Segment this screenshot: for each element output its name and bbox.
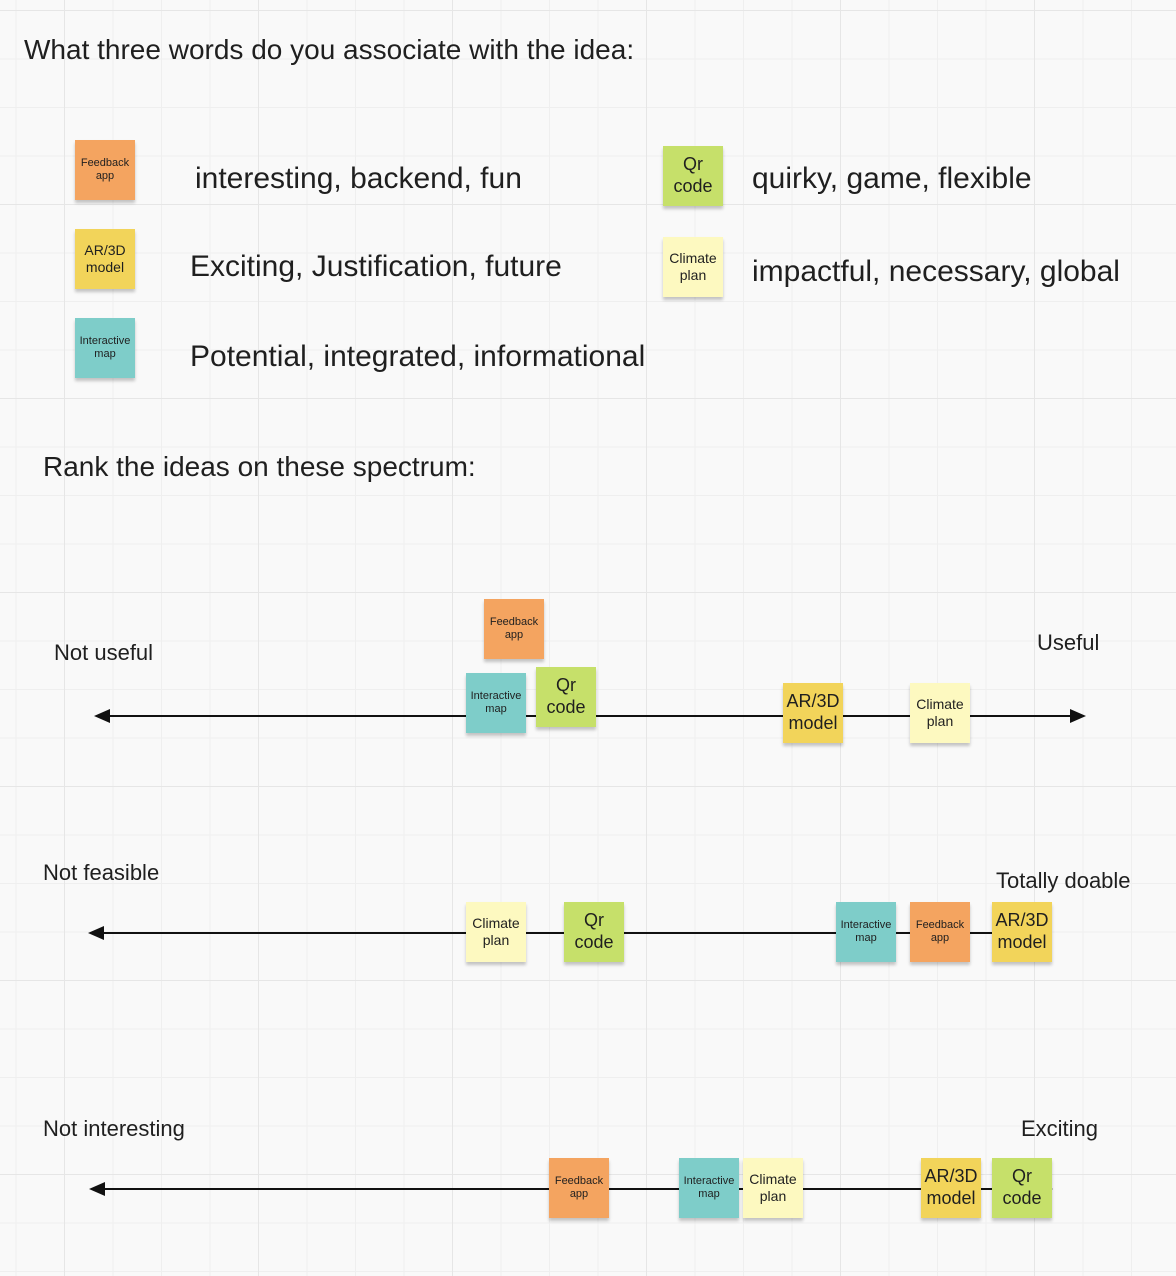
- association-words-climate-plan: impactful, necessary, global: [752, 255, 1120, 288]
- sticky-note-ar-3d-model[interactable]: AR/3D model: [75, 229, 135, 289]
- spectrum-useful-right-label: Useful: [1037, 630, 1100, 655]
- sticky-note-ar-3d-model[interactable]: AR/3D model: [783, 683, 843, 743]
- sticky-note-climate-plan[interactable]: Climate plan: [910, 683, 970, 743]
- association-words-qr-code: quirky, game, flexible: [752, 162, 1032, 195]
- association-words-feedback-app: interesting, backend, fun: [195, 162, 522, 195]
- sticky-note-feedback-app[interactable]: Feedback app: [75, 140, 135, 200]
- sticky-note-qr-code[interactable]: Qr code: [663, 146, 723, 206]
- sticky-note-qr-code[interactable]: Qr code: [992, 1158, 1052, 1218]
- sticky-note-interactive-map[interactable]: Interactive map: [679, 1158, 739, 1218]
- sticky-note-climate-plan[interactable]: Climate plan: [743, 1158, 803, 1218]
- sticky-note-feedback-app[interactable]: Feedback app: [484, 599, 544, 659]
- sticky-note-qr-code[interactable]: Qr code: [536, 667, 596, 727]
- sticky-note-ar-3d-model[interactable]: AR/3D model: [992, 902, 1052, 962]
- spectrum-useful-left-label: Not useful: [54, 640, 154, 665]
- spectrum-feasible-left-label: Not feasible: [43, 860, 160, 885]
- association-heading: What three words do you associate with t…: [24, 34, 635, 65]
- association-words-interactive-map: Potential, integrated, informational: [190, 340, 646, 373]
- spectrum-feasible-right-label: Totally doable: [996, 868, 1131, 893]
- spectrum-interest-right-label: Exciting: [1021, 1116, 1099, 1141]
- sticky-note-feedback-app[interactable]: Feedback app: [910, 902, 970, 962]
- rank-heading: Rank the ideas on these spectrum:: [43, 451, 476, 482]
- sticky-note-climate-plan[interactable]: Climate plan: [663, 237, 723, 297]
- association-words-ar-3d-model: Exciting, Justification, future: [190, 250, 562, 283]
- sticky-note-qr-code[interactable]: Qr code: [564, 902, 624, 962]
- sticky-note-climate-plan[interactable]: Climate plan: [466, 902, 526, 962]
- sticky-note-interactive-map[interactable]: Interactive map: [466, 673, 526, 733]
- sticky-note-feedback-app[interactable]: Feedback app: [549, 1158, 609, 1218]
- spectrum-interest-left-label: Not interesting: [43, 1116, 185, 1141]
- sticky-note-interactive-map[interactable]: Interactive map: [836, 902, 896, 962]
- sticky-note-ar-3d-model[interactable]: AR/3D model: [921, 1158, 981, 1218]
- sticky-note-interactive-map[interactable]: Interactive map: [75, 318, 135, 378]
